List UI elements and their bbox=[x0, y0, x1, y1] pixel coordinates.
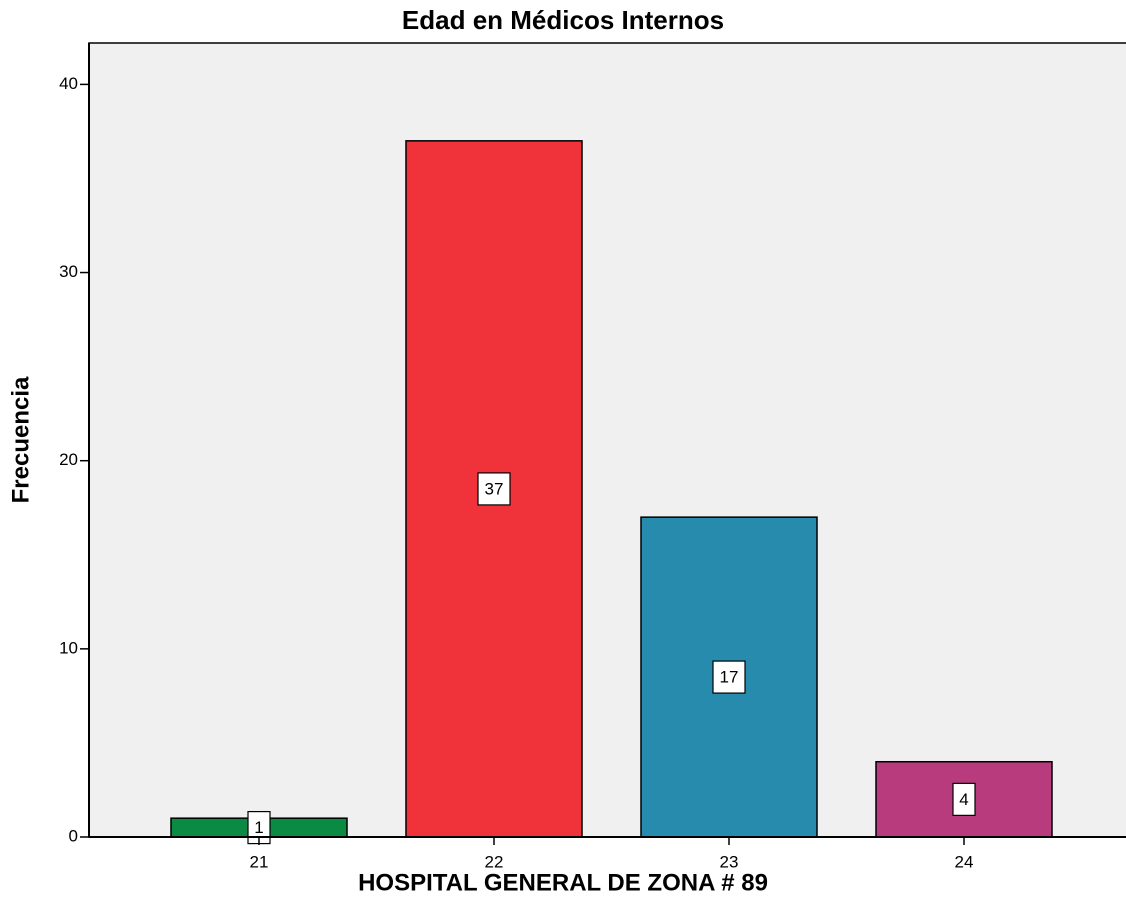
x-tick-label: 22 bbox=[485, 852, 504, 871]
value-label: 4 bbox=[959, 790, 968, 809]
value-label-box bbox=[712, 660, 746, 694]
value-label: 1 bbox=[254, 818, 263, 837]
x-tick-label: 24 bbox=[955, 852, 974, 871]
y-tick-label: 20 bbox=[59, 450, 78, 469]
y-tick-label: 30 bbox=[59, 262, 78, 281]
x-tick-label: 23 bbox=[720, 852, 739, 871]
chart-title: Edad en Médicos Internos bbox=[402, 5, 724, 35]
y-axis-label: Frecuencia bbox=[7, 376, 34, 503]
value-label-box bbox=[477, 472, 511, 506]
plot-area bbox=[88, 42, 1126, 838]
y-tick-label: 0 bbox=[69, 826, 78, 845]
y-tick-label: 10 bbox=[59, 638, 78, 657]
y-tick-label: 40 bbox=[59, 74, 78, 93]
x-tick-label: 21 bbox=[250, 852, 269, 871]
value-label: 17 bbox=[720, 668, 739, 687]
value-label: 37 bbox=[485, 479, 504, 498]
x-axis-label: HOSPITAL GENERAL DE ZONA # 89 bbox=[358, 869, 768, 896]
value-label-box bbox=[952, 782, 976, 816]
